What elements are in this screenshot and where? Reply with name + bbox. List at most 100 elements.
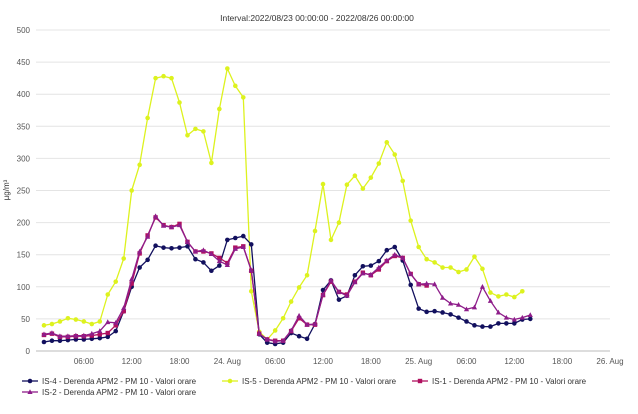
- data-point: [312, 228, 318, 234]
- data-point: [527, 316, 533, 322]
- legend-item: IS-4 - Derenda APM2 - PM 10 - Valori ora…: [22, 377, 197, 386]
- data-point: [480, 266, 485, 272]
- data-point: [416, 244, 421, 250]
- data-point: [440, 265, 445, 270]
- data-point: [392, 152, 398, 157]
- data-point: [336, 297, 342, 302]
- data-point: [240, 244, 246, 249]
- data-point: [177, 245, 182, 250]
- series-2: [41, 66, 525, 342]
- data-point: [471, 304, 478, 310]
- data-point: [304, 336, 310, 342]
- data-point: [288, 299, 294, 304]
- data-point: [225, 237, 230, 243]
- data-point: [280, 337, 286, 343]
- data-point: [495, 309, 501, 315]
- series-4: [41, 213, 533, 344]
- data-point: [408, 218, 413, 223]
- data-point: [97, 332, 102, 337]
- data-point: [201, 260, 206, 265]
- data-point: [464, 267, 469, 272]
- data-point: [27, 389, 33, 394]
- y-tick-label: 400: [17, 90, 31, 99]
- data-point: [232, 246, 238, 251]
- legend-item: IS-2 - Derenda APM2 - PM 10 - Valori ora…: [22, 388, 197, 397]
- data-point: [129, 188, 134, 193]
- data-point: [137, 162, 142, 168]
- data-point: [352, 272, 358, 278]
- data-point: [312, 321, 318, 327]
- data-point: [185, 132, 190, 138]
- x-tick-label: 06:00: [456, 357, 477, 366]
- data-point: [456, 315, 461, 320]
- data-point: [304, 321, 310, 327]
- data-point: [456, 269, 461, 275]
- data-point: [97, 328, 103, 334]
- data-point: [57, 333, 63, 339]
- data-point: [384, 247, 390, 253]
- data-point: [376, 161, 382, 166]
- series-layer: [41, 66, 533, 347]
- data-point: [209, 160, 214, 166]
- data-point: [113, 279, 119, 284]
- x-tick-label: 12:00: [313, 357, 334, 366]
- data-point: [73, 332, 79, 338]
- data-point: [463, 306, 470, 312]
- y-tick-label: 350: [17, 122, 31, 131]
- data-point: [201, 129, 206, 134]
- y-tick-label: 100: [17, 283, 31, 292]
- data-point: [169, 75, 174, 81]
- data-point: [320, 181, 326, 187]
- data-point: [169, 245, 174, 251]
- series-line: [43, 67, 523, 341]
- data-point: [113, 328, 119, 334]
- x-tick-label: 18:00: [552, 357, 573, 366]
- data-point: [184, 239, 191, 244]
- data-point: [168, 224, 175, 230]
- data-point: [217, 255, 222, 261]
- data-point: [472, 254, 477, 259]
- y-tick-label: 300: [17, 154, 31, 163]
- data-point: [344, 292, 350, 298]
- legend-label: IS-1 - Derenda APM2 - PM 10 - Valori ora…: [432, 377, 587, 386]
- data-point: [113, 323, 118, 328]
- data-point: [448, 265, 453, 270]
- data-point: [57, 319, 63, 324]
- data-point: [185, 244, 190, 249]
- data-point: [511, 316, 517, 322]
- y-tick-label: 250: [17, 187, 31, 196]
- legend-label: IS-2 - Derenda APM2 - PM 10 - Valori ora…: [42, 388, 197, 397]
- data-point: [97, 319, 103, 324]
- data-point: [121, 256, 126, 261]
- data-point: [280, 315, 286, 321]
- x-tick-label: 12:00: [504, 357, 525, 366]
- data-point: [225, 66, 230, 71]
- data-point: [512, 294, 517, 300]
- data-point: [161, 73, 166, 79]
- y-tick-label: 50: [21, 315, 30, 324]
- data-point: [392, 244, 398, 250]
- data-point: [200, 247, 207, 253]
- data-point: [256, 330, 262, 336]
- data-point: [89, 321, 95, 327]
- data-point: [288, 327, 294, 333]
- data-point: [233, 83, 238, 89]
- data-point: [416, 306, 421, 311]
- data-point: [208, 251, 214, 257]
- data-point: [439, 294, 446, 300]
- data-point: [49, 330, 55, 336]
- x-tick-label: 06:00: [265, 357, 286, 366]
- data-point: [57, 338, 63, 344]
- data-point: [153, 75, 158, 81]
- data-point: [97, 335, 103, 341]
- data-point: [424, 280, 430, 286]
- data-point: [328, 277, 334, 283]
- data-point: [296, 285, 302, 290]
- data-point: [519, 314, 525, 320]
- data-point: [417, 378, 423, 384]
- y-axis-label: µg/m³: [2, 179, 11, 200]
- data-point: [400, 255, 406, 260]
- legend: IS-4 - Derenda APM2 - PM 10 - Valori ora…: [22, 377, 587, 397]
- data-point: [240, 233, 246, 239]
